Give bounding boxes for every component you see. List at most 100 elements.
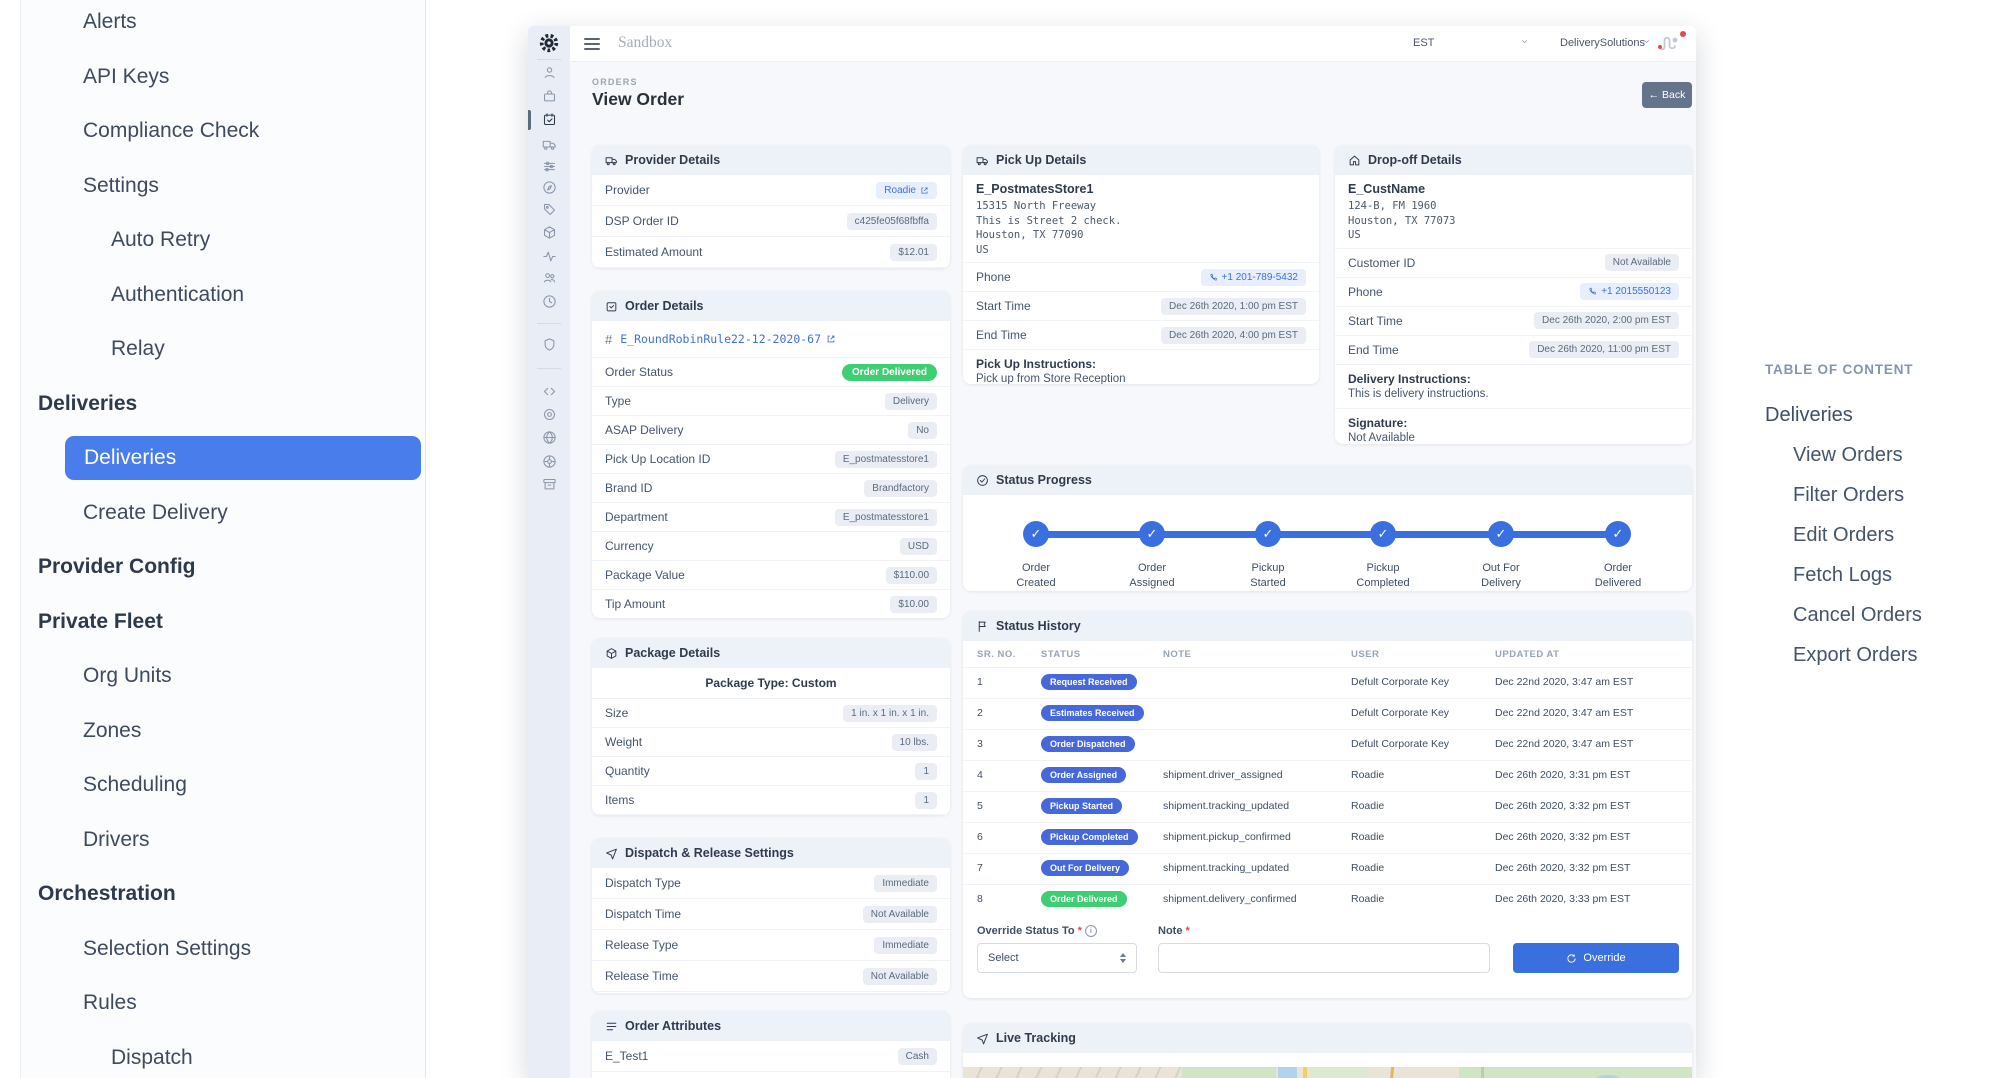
sidebar-item-relay[interactable]: Relay — [21, 322, 425, 377]
live-tracking-map[interactable] — [963, 1067, 1692, 1078]
kv-row: Package Value$110.00 — [592, 561, 950, 590]
package-icon[interactable] — [528, 225, 570, 240]
toc-item-cancel-orders[interactable]: Cancel Orders — [1793, 604, 1985, 627]
sidebar-item-drivers[interactable]: Drivers — [21, 813, 425, 868]
sidebar-item-settings[interactable]: Settings — [21, 159, 425, 214]
override-note-input[interactable] — [1158, 943, 1490, 973]
kv-row: Provider Roadie — [592, 175, 950, 206]
app-logo-gear-icon[interactable] — [538, 32, 560, 54]
info-icon[interactable]: i — [1085, 925, 1097, 937]
value-pill: No — [908, 422, 937, 439]
toc-item-filter-orders[interactable]: Filter Orders — [1793, 484, 1985, 507]
kv-row: Pick Up Location IDE_postmatesstore1 — [592, 445, 950, 474]
menu-icon[interactable] — [584, 38, 600, 53]
toc-item-export-orders[interactable]: Export Orders — [1793, 644, 1985, 667]
override-button[interactable]: Override — [1513, 943, 1679, 973]
back-button[interactable]: ← Back — [1642, 82, 1692, 108]
value-pill: Dec 26th 2020, 2:00 pm EST — [1534, 312, 1679, 329]
provider-details-header: Provider Details — [592, 145, 950, 175]
provider-link[interactable]: Roadie — [876, 182, 937, 199]
app-screenshot: Sandbox EST DeliverySolutions ORDERS Vie… — [528, 26, 1696, 1078]
sidebar-item-auto-retry[interactable]: Auto Retry — [21, 213, 425, 268]
sidebar-item-rules[interactable]: Rules — [21, 976, 425, 1031]
sidebar-item-dispatch[interactable]: Dispatch — [21, 1031, 425, 1078]
override-status-select[interactable]: Select — [977, 943, 1137, 973]
shield-icon[interactable] — [528, 337, 570, 352]
kv-row: DepartmentE_postmatesstore1 — [592, 503, 950, 532]
globe-icon[interactable] — [528, 430, 570, 445]
pickup-phone-link[interactable]: +1 201-789-5432 — [1201, 269, 1306, 286]
status-progress-header: Status Progress — [963, 465, 1692, 495]
sidebar-item-authentication[interactable]: Authentication — [21, 268, 425, 323]
wheel-icon[interactable] — [528, 454, 570, 469]
dispatch-release-header: Dispatch & Release Settings — [592, 838, 950, 868]
value-pill: Brandfactory — [864, 480, 937, 497]
value-pill: USD — [900, 538, 937, 555]
timezone-selector[interactable]: EST — [1413, 37, 1434, 49]
sidebar-section-private-fleet[interactable]: Private Fleet — [21, 595, 425, 650]
sidebar-item-zones[interactable]: Zones — [21, 704, 425, 759]
dropoff-details-header: Drop-off Details — [1335, 145, 1692, 175]
account-selector[interactable]: DeliverySolutions — [1560, 37, 1645, 49]
toc-section-deliveries[interactable]: Deliveries — [1765, 404, 1985, 427]
activity-icon[interactable] — [528, 249, 570, 264]
value-pill: Not Available — [1605, 254, 1679, 271]
value-pill: Cash — [898, 1048, 937, 1065]
account-caret-icon[interactable] — [1642, 37, 1651, 46]
history-row: 5 Pickup Started shipment.tracking_updat… — [963, 791, 1692, 823]
kv-row: Phone +1 2015550123 — [1335, 278, 1692, 307]
provider-details-card: Provider Details Provider Roadie DSP Ord… — [592, 145, 950, 268]
truck-icon[interactable] — [528, 137, 570, 152]
sidebar-item-deliveries[interactable]: Deliveries — [65, 436, 421, 480]
history-row: 2 Estimates Received Defult Corporate Ke… — [963, 698, 1692, 730]
status-history-header: Status History — [963, 611, 1692, 641]
sliders-icon[interactable] — [528, 159, 570, 174]
kv-row: Customer IDNot Available — [1335, 249, 1692, 278]
page-title: View Order — [592, 89, 684, 110]
briefcase-icon[interactable] — [528, 89, 570, 104]
sidebar-section-orchestration[interactable]: Orchestration — [21, 867, 425, 922]
toc-item-view-orders[interactable]: View Orders — [1793, 444, 1985, 467]
sidebar-section-deliveries[interactable]: Deliveries — [21, 377, 425, 432]
sidebar-section-provider-config[interactable]: Provider Config — [21, 540, 425, 595]
order-attributes-card: Order Attributes E_Test1Cash — [592, 1011, 950, 1078]
kv-row: Quantity1 — [592, 757, 950, 786]
sidebar-item-org-units[interactable]: Org Units — [21, 649, 425, 704]
archive-icon[interactable] — [528, 477, 570, 492]
sidebar-item-create-delivery[interactable]: Create Delivery — [21, 486, 425, 541]
value-pill: Immediate — [874, 937, 937, 954]
sidebar-item-scheduling[interactable]: Scheduling — [21, 758, 425, 813]
timezone-caret-icon[interactable] — [1520, 37, 1529, 46]
tag-icon[interactable] — [528, 202, 570, 217]
rail-divider — [537, 323, 561, 324]
toc-item-fetch-logs[interactable]: Fetch Logs — [1793, 564, 1985, 587]
sidebar-item-api-keys[interactable]: API Keys — [21, 50, 425, 105]
kv-row: Items1 — [592, 786, 950, 815]
phone-icon — [1209, 273, 1218, 282]
value-pill: E_postmatesstore1 — [835, 509, 937, 526]
user-icon[interactable] — [528, 65, 570, 80]
orders-calendar-icon[interactable] — [528, 112, 570, 127]
sidebar-item-alerts[interactable]: Alerts — [21, 0, 425, 50]
order-details-header: Order Details — [592, 291, 950, 321]
code-icon[interactable] — [528, 384, 570, 399]
external-link-icon — [920, 186, 929, 195]
sidebar-item-compliance-check[interactable]: Compliance Check — [21, 104, 425, 159]
kv-row: TypeDelivery — [592, 387, 950, 416]
rail-divider — [537, 368, 561, 369]
clock-icon[interactable] — [528, 294, 570, 309]
users-icon[interactable] — [528, 270, 570, 285]
order-id-link[interactable]: E_RoundRobinRule22-12-2020-67 — [620, 332, 836, 346]
dropoff-phone-link[interactable]: +1 2015550123 — [1580, 283, 1679, 300]
compass-icon[interactable] — [528, 180, 570, 195]
override-note-label: Note* — [1158, 925, 1190, 937]
progress-step-check-icon: ✓ — [1255, 521, 1281, 547]
history-row: 7 Out For Delivery shipment.tracking_upd… — [963, 853, 1692, 885]
target-icon[interactable] — [528, 407, 570, 422]
value-pill: E_postmatesstore1 — [835, 451, 937, 468]
toc-item-edit-orders[interactable]: Edit Orders — [1793, 524, 1985, 547]
status-badge: Pickup Completed — [1041, 829, 1138, 845]
map-highway — [1303, 1067, 1307, 1078]
sidebar-item-selection-settings[interactable]: Selection Settings — [21, 922, 425, 977]
status-badge: Order Assigned — [1041, 767, 1126, 783]
